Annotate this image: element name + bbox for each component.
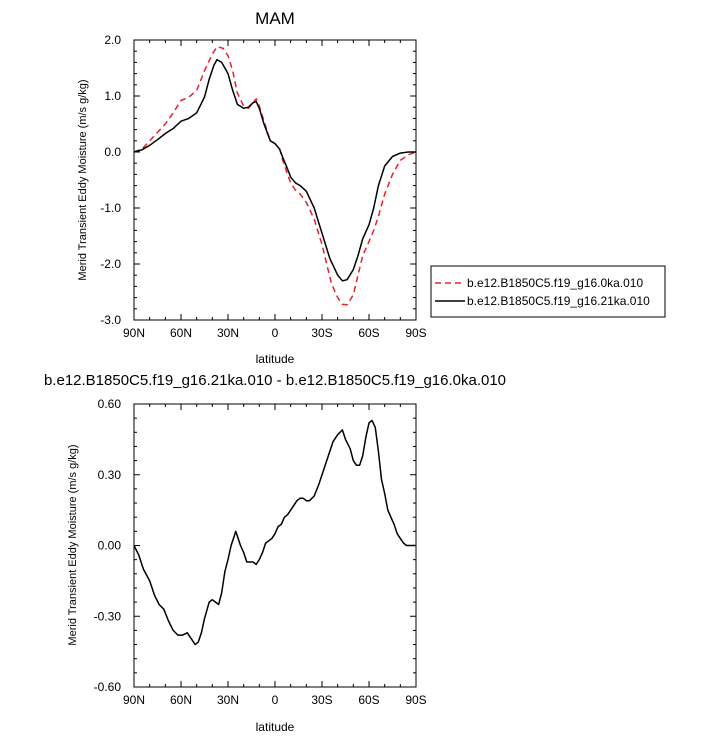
bottom-chart-title: b.e12.B1850C5.f19_g16.21ka.010 - b.e12.B… bbox=[44, 372, 506, 389]
bottom-y-tick-label: -0.60 bbox=[94, 680, 122, 694]
legend-label-0: b.e12.B1850C5.f19_g16.0ka.010 bbox=[467, 276, 643, 290]
bottom-x-tick-label: 0 bbox=[272, 693, 279, 707]
top-x-tick-label: 60N bbox=[170, 326, 192, 340]
bottom-y-tick-label: 0.00 bbox=[98, 539, 122, 553]
top-x-tick-label: 60S bbox=[358, 326, 379, 340]
top-y-tick-label: 1.0 bbox=[104, 89, 121, 103]
bottom-x-tick-label: 30N bbox=[217, 693, 239, 707]
top-x-tick-label: 30S bbox=[311, 326, 332, 340]
bottom-y-tick-label: 0.30 bbox=[98, 468, 122, 482]
bottom-x-axis-label: latitude bbox=[256, 720, 295, 734]
legend-box bbox=[430, 265, 666, 318]
top-legend: b.e12.B1850C5.f19_g16.0ka.010 b.e12.B185… bbox=[430, 265, 666, 318]
bottom-series-line-0 bbox=[133, 419, 416, 646]
top-x-tick-label: 30N bbox=[217, 326, 239, 340]
top-x-tick-label: 90N bbox=[123, 326, 145, 340]
top-y-tick-label: 2.0 bbox=[104, 33, 121, 47]
bottom-x-tick-label: 90S bbox=[405, 693, 426, 707]
top-panel: MAM 90N 60N 30N 0 30S 60S 90S 2.0 1.0 0.0 -1.0 -2.0… bbox=[77, 9, 666, 366]
bottom-series bbox=[133, 419, 416, 646]
top-y-axis-label: Merid Transient Eddy Moisture (m/s g/kg) bbox=[77, 79, 89, 280]
bottom-y-tick-label: -0.30 bbox=[94, 609, 122, 623]
top-x-tick-label: 0 bbox=[272, 326, 279, 340]
bottom-ticks: 90N 60N 30N 0 30S 60S 90S 0.60 0.30 0.00 -0.30 -0.6… bbox=[94, 397, 427, 707]
legend-label-1: b.e12.B1850C5.f19_g16.21ka.010 bbox=[467, 294, 650, 308]
top-y-tick-label: -2.0 bbox=[100, 257, 121, 271]
top-y-tick-label: 0.0 bbox=[104, 145, 121, 159]
bottom-x-tick-label: 60S bbox=[358, 693, 379, 707]
top-series-line-1 bbox=[133, 58, 416, 282]
bottom-x-tick-label: 60N bbox=[170, 693, 192, 707]
top-plot-frame bbox=[133, 39, 417, 321]
top-y-tick-label: -1.0 bbox=[100, 201, 121, 215]
bottom-panel: b.e12.B1850C5.f19_g16.21ka.010 - b.e12.B… bbox=[44, 372, 506, 734]
top-series-line-0 bbox=[133, 45, 417, 306]
bottom-y-axis-label: Merid Transient Eddy Moisture (m/s g/kg) bbox=[67, 444, 79, 645]
top-y-tick-label: -3.0 bbox=[100, 313, 121, 327]
bottom-y-tick-label: 0.60 bbox=[98, 397, 122, 411]
top-chart-title: MAM bbox=[255, 9, 295, 28]
top-x-axis-label: latitude bbox=[256, 352, 295, 366]
top-ticks: 90N 60N 30N 0 30S 60S 90S 2.0 1.0 0.0 -1.0 -2.0 -3.0 bbox=[100, 33, 426, 340]
bottom-plot-frame bbox=[133, 403, 417, 688]
top-series bbox=[133, 45, 417, 306]
top-x-tick-label: 90S bbox=[405, 326, 426, 340]
bottom-x-tick-label: 30S bbox=[311, 693, 332, 707]
bottom-x-tick-label: 90N bbox=[123, 693, 145, 707]
